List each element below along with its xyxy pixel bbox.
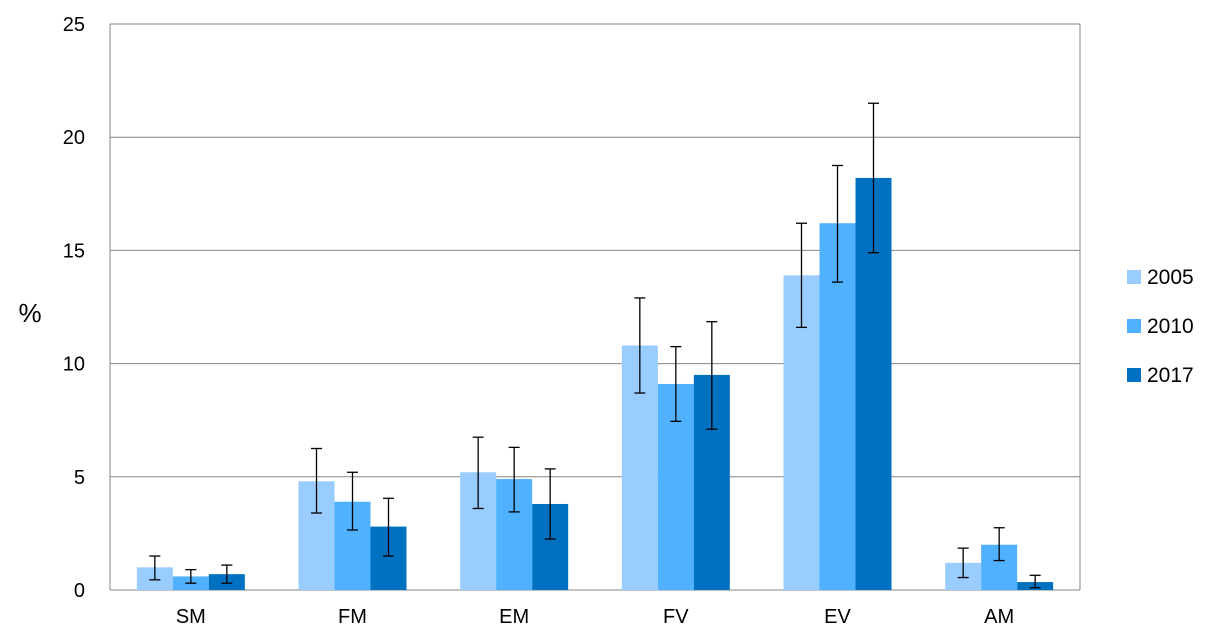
legend-label: 2017 — [1147, 364, 1194, 387]
y-axis-ticks: 0 5 10 15 20 25 — [63, 14, 85, 602]
error-bar-2017-SM — [221, 564, 233, 584]
legend-swatch — [1127, 368, 1141, 382]
error-bar-2017-EM — [544, 468, 556, 540]
error-bars — [149, 102, 1041, 589]
y-tick-label: 10 — [63, 354, 85, 376]
x-tick-label: FV — [663, 606, 689, 628]
legend-swatch — [1127, 319, 1141, 333]
x-tick-label: EM — [499, 606, 529, 628]
x-axis-ticks: SM FM EM FV EV AM — [176, 606, 1014, 628]
error-bar-2017-FV — [706, 321, 718, 430]
x-tick-label: AM — [984, 606, 1014, 628]
error-bar-2005-EV — [796, 222, 807, 329]
plot-frame — [109, 24, 1081, 590]
gridlines — [110, 23, 1080, 591]
error-bar-2010-FV — [670, 345, 682, 422]
bars — [136, 177, 1054, 590]
legend-item: 2005 — [1127, 266, 1194, 289]
x-tick-label: SM — [176, 606, 206, 628]
legend-item: 2017 — [1127, 364, 1194, 387]
x-tick-label: FM — [338, 606, 367, 628]
y-tick-label: 25 — [63, 14, 85, 36]
legend-label: 2005 — [1147, 266, 1194, 289]
error-bar-2017-AM — [1029, 574, 1041, 589]
legend-label: 2010 — [1147, 315, 1194, 338]
error-bar-2017-EV — [868, 102, 879, 254]
error-bar-2010-EV — [832, 164, 843, 283]
error-bar-2010-SM — [185, 568, 197, 584]
legend-swatch — [1127, 270, 1141, 284]
y-tick-label: 15 — [63, 240, 85, 262]
y-axis-title: % — [18, 298, 41, 328]
y-tick-label: 20 — [63, 127, 85, 149]
y-tick-label: 0 — [74, 580, 85, 602]
error-bar-2010-AM — [993, 527, 1005, 562]
error-bar-2010-FM — [347, 471, 358, 531]
error-bar-2005-FM — [311, 447, 322, 514]
legend-item: 2010 — [1127, 315, 1194, 338]
error-bar-2005-SM — [149, 555, 161, 581]
error-bar-2005-FV — [634, 297, 646, 394]
error-bar-2005-EM — [472, 436, 484, 510]
y-tick-label: 5 — [74, 467, 85, 489]
error-bar-2010-EM — [508, 446, 520, 513]
bar-2010-EV — [819, 223, 856, 590]
x-tick-label: EV — [824, 606, 851, 628]
error-bar-2005-AM — [957, 547, 969, 579]
legend: 2005 2010 2017 — [1127, 266, 1194, 387]
error-bar-2017-FM — [383, 497, 394, 557]
